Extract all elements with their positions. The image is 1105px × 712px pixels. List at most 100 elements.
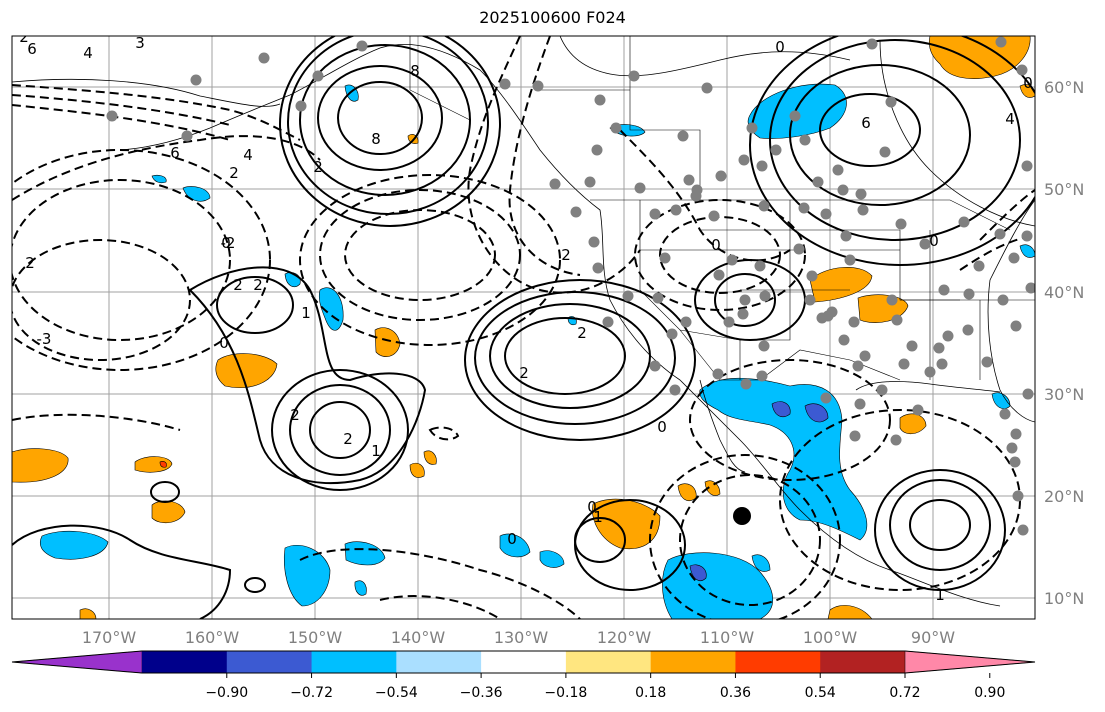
shade-patch bbox=[751, 554, 771, 572]
station-marker bbox=[963, 288, 975, 300]
contour-label: 0 bbox=[775, 38, 785, 56]
station-marker bbox=[726, 254, 738, 266]
colorbar-segment bbox=[142, 651, 228, 673]
latitude-label: 20°N bbox=[1044, 487, 1084, 506]
station-marker bbox=[649, 360, 661, 372]
station-marker bbox=[659, 252, 671, 264]
station-marker bbox=[866, 38, 878, 50]
station-marker bbox=[876, 384, 888, 396]
station-marker bbox=[312, 70, 324, 82]
station-marker bbox=[570, 206, 582, 218]
latitude-label: 30°N bbox=[1044, 385, 1084, 404]
station-marker bbox=[838, 334, 850, 346]
solid-contours bbox=[12, 36, 1035, 619]
station-marker bbox=[942, 330, 954, 342]
station-marker bbox=[855, 188, 867, 200]
station-marker bbox=[822, 310, 834, 322]
shade-patch bbox=[284, 544, 331, 607]
contour-label: 0 bbox=[1023, 74, 1033, 92]
station-marker bbox=[715, 170, 727, 182]
colorbar-extend-high bbox=[904, 650, 1036, 674]
station-markers bbox=[106, 36, 1035, 536]
contour-label: 2 bbox=[577, 324, 587, 342]
contour-label: 2 bbox=[19, 28, 29, 46]
shade-patch bbox=[809, 266, 873, 303]
station-marker bbox=[594, 94, 606, 106]
contour-label: 4 bbox=[243, 146, 253, 164]
station-marker bbox=[885, 96, 897, 108]
station-marker bbox=[712, 368, 724, 380]
shade-patch bbox=[827, 605, 873, 619]
station-marker bbox=[746, 122, 758, 134]
latitude-label: 50°N bbox=[1044, 180, 1084, 199]
station-marker bbox=[995, 36, 1007, 48]
shade-patch bbox=[39, 530, 109, 560]
station-marker bbox=[708, 210, 720, 222]
station-marker bbox=[758, 200, 770, 212]
shade-patch bbox=[929, 36, 1031, 79]
contour-label: 2 bbox=[519, 364, 529, 382]
chart-title: 2025100600 F024 bbox=[479, 8, 626, 27]
shade-patch bbox=[771, 401, 791, 417]
contour-label: -3 bbox=[37, 330, 52, 348]
station-marker bbox=[634, 182, 646, 194]
station-marker bbox=[1022, 388, 1034, 400]
latitude-label: 10°N bbox=[1044, 589, 1084, 608]
station-marker bbox=[844, 254, 856, 266]
shade-patch bbox=[423, 450, 437, 465]
colorbar-tick-label: 0.72 bbox=[889, 685, 920, 701]
station-marker bbox=[723, 316, 735, 328]
station-marker bbox=[919, 238, 931, 250]
station-marker bbox=[820, 392, 832, 404]
colorbar-tick-label: −0.36 bbox=[460, 685, 503, 701]
station-marker bbox=[912, 404, 924, 416]
station-marker bbox=[886, 294, 898, 306]
station-marker bbox=[258, 52, 270, 64]
colorbar: −0.90 −0.72 −0.54 −0.36 −0.18 0.18 0.36 0.54 0.7… bbox=[11, 650, 1036, 701]
station-marker bbox=[1009, 456, 1021, 468]
shade-patch bbox=[662, 552, 773, 619]
station-marker bbox=[713, 269, 725, 281]
station-marker bbox=[994, 228, 1006, 240]
station-marker bbox=[1008, 252, 1020, 264]
longitude-label: 170°W bbox=[82, 628, 137, 647]
station-marker bbox=[756, 370, 768, 382]
station-marker bbox=[890, 434, 902, 446]
longitude-label: 110°W bbox=[700, 628, 755, 647]
latitude-labels: 60°N 50°N 40°N 30°N 20°N 10°N bbox=[1044, 78, 1084, 608]
station-marker bbox=[806, 270, 818, 282]
station-marker bbox=[895, 218, 907, 230]
colorbar-tick-label: −0.72 bbox=[290, 685, 333, 701]
shade-patch bbox=[215, 353, 278, 389]
station-marker bbox=[938, 284, 950, 296]
station-marker bbox=[739, 294, 751, 306]
colorbar-tick-label: −0.54 bbox=[375, 685, 418, 701]
station-marker bbox=[770, 144, 782, 156]
contour-label: 2 bbox=[343, 430, 353, 448]
shade-patch bbox=[499, 533, 531, 558]
station-marker bbox=[857, 204, 869, 216]
contour-label: 0 bbox=[219, 334, 229, 352]
station-marker bbox=[936, 358, 948, 370]
station-marker bbox=[677, 130, 689, 142]
shade-patch bbox=[1019, 244, 1035, 258]
contour-label: 0 bbox=[507, 530, 517, 548]
station-marker bbox=[610, 122, 622, 134]
station-marker bbox=[532, 80, 544, 92]
contour-label: 6 bbox=[170, 144, 180, 162]
colorbar-segment bbox=[565, 651, 652, 673]
colorbar-segment bbox=[311, 651, 397, 673]
longitude-label: 120°W bbox=[597, 628, 652, 647]
shade-patch bbox=[689, 564, 707, 581]
station-marker bbox=[898, 358, 910, 370]
shade-patch bbox=[79, 608, 97, 619]
contour-label: 0 bbox=[587, 498, 597, 516]
station-marker bbox=[683, 174, 695, 186]
station-marker bbox=[588, 236, 600, 248]
station-marker bbox=[669, 384, 681, 396]
station-marker bbox=[837, 184, 849, 196]
station-marker bbox=[1021, 160, 1033, 172]
station-marker bbox=[848, 316, 860, 328]
station-marker bbox=[690, 190, 702, 202]
